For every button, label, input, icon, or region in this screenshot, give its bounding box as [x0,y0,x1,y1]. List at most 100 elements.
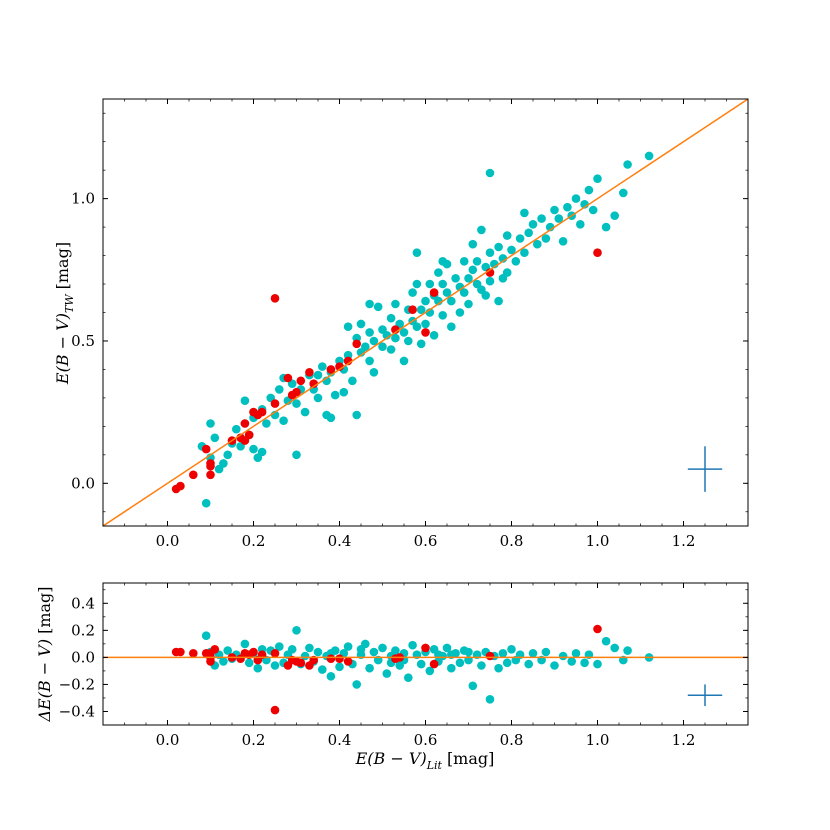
top-point-cyan [434,268,443,277]
top-point-cyan [330,390,340,400]
top-point-cyan [623,160,632,169]
top-point-cyan [644,151,654,161]
residual-point-cyan [610,643,619,653]
residual-point-cyan [244,658,254,668]
residual-x-ticks: 0.0 0.2 0.4 0.6 0.8 1.0 1.2 [102,583,749,749]
top-point-cyan [386,345,396,354]
top-y-tick-label: 1.0 [71,190,95,208]
residual-point-cyan [391,646,400,655]
top-point-cyan [352,410,362,420]
residual-x-tick-label: 0.8 [500,731,524,749]
residual-point-cyan [270,661,280,670]
top-point-cyan [292,450,301,460]
residual-point-red [249,647,258,657]
residual-x-tick-label: 0.6 [414,731,438,749]
residual-point-cyan [287,645,297,654]
top-point-cyan [528,220,538,229]
top-point-cyan [240,396,250,406]
top-point-red [429,288,439,297]
top-point-cyan [232,424,241,434]
residual-point-cyan [240,639,250,649]
top-point-cyan [201,498,211,508]
top-point-cyan [481,291,491,300]
top-y-axis-label: E(B − V)TW[mag] [53,242,76,385]
top-point-cyan [361,342,370,352]
top-point-cyan [451,274,460,283]
residual-point-cyan [498,649,508,658]
residual-point-cyan [623,646,632,655]
top-point-red [240,419,250,428]
top-point-cyan [408,288,417,297]
top-point-red [305,368,314,377]
residual-point-red [189,649,198,658]
top-point-cyan [369,368,379,377]
residual-point-cyan [253,663,263,673]
residual-point-cyan [382,669,392,678]
top-point-cyan [485,248,495,257]
top-point-cyan [610,211,619,220]
residual-point-cyan [404,673,413,682]
top-point-cyan [464,299,473,309]
residual-point-cyan [507,645,516,654]
top-point-cyan [464,274,473,283]
residual-scatter-panel: 0.0 0.2 0.4 0.6 0.8 1.0 1.2 −0.4−0.20.00.20.4 … [35,582,749,772]
top-x-tick-label: 0.2 [242,532,266,550]
top-point-cyan [378,342,387,352]
residual-point-cyan [485,695,495,704]
residual-point-cyan [292,626,301,635]
top-point-cyan [369,336,379,346]
residual-point-cyan [558,651,568,661]
residual-point-cyan [502,658,512,668]
residual-point-red [335,654,344,663]
one-to-one-line [102,98,749,527]
residual-point-red [210,645,220,654]
top-point-cyan [502,231,512,240]
top-point-cyan [365,299,374,309]
residual-point-cyan [201,631,211,640]
residual-point-cyan [447,663,456,673]
top-x-tick-label: 0.0 [156,532,180,550]
residual-point-cyan [313,647,323,657]
residual-point-red [343,657,353,666]
top-x-tick-label: 1.0 [586,532,610,550]
top-point-cyan [485,276,495,286]
residual-y-tick-label: 0.2 [71,621,95,639]
top-point-red [206,470,215,480]
top-point-cyan [391,333,400,343]
top-point-cyan [438,311,448,320]
residual-point-cyan [593,659,602,669]
residual-point-cyan [223,646,232,655]
top-point-cyan [219,459,228,468]
top-point-cyan [576,220,585,229]
residual-point-cyan [455,658,465,668]
top-point-cyan [399,328,409,337]
top-point-cyan [447,296,456,306]
residual-point-cyan [356,645,366,654]
residual-point-red [270,649,280,658]
top-point-red [292,387,301,397]
top-point-cyan [472,257,482,266]
residual-point-red [421,643,430,653]
top-point-cyan [511,257,521,266]
top-data-points [171,151,654,508]
residual-point-cyan [365,663,374,673]
residual-point-cyan [352,680,362,689]
top-point-cyan [279,416,288,426]
top-point-cyan [438,279,448,289]
top-point-cyan [459,257,469,266]
top-point-red [206,461,215,471]
top-point-cyan [468,239,478,249]
top-point-cyan [223,450,232,460]
top-scatter-panel: 0.0 0.2 0.4 0.6 0.8 1.0 1.2 0.0 0.5 1.0 E(B − V)… [53,98,749,550]
top-point-cyan [391,299,400,309]
top-point-cyan [262,419,271,428]
top-point-cyan [494,296,503,306]
top-point-cyan [541,234,551,243]
top-point-cyan [300,407,310,417]
top-error-cross [687,446,723,492]
top-point-cyan [601,222,611,232]
top-point-cyan [326,413,336,423]
top-point-cyan [584,185,594,195]
top-point-cyan [507,245,516,255]
residual-x-tick-label: 0.2 [242,731,266,749]
